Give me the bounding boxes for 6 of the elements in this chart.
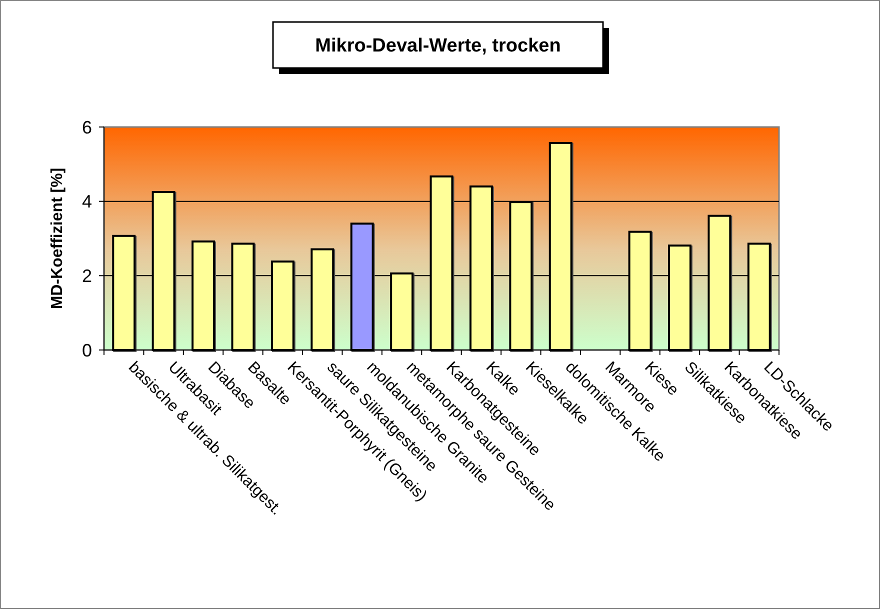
- y-tick-label: 6: [82, 117, 92, 138]
- chart-title: Mikro-Deval-Werte, trocken: [315, 36, 561, 57]
- y-tick-label: 0: [82, 340, 92, 360]
- y-axis-title: MD-Koeffizient [%]: [49, 168, 66, 310]
- y-tick-label: 4: [82, 192, 92, 212]
- y-tick-label: 2: [82, 266, 92, 286]
